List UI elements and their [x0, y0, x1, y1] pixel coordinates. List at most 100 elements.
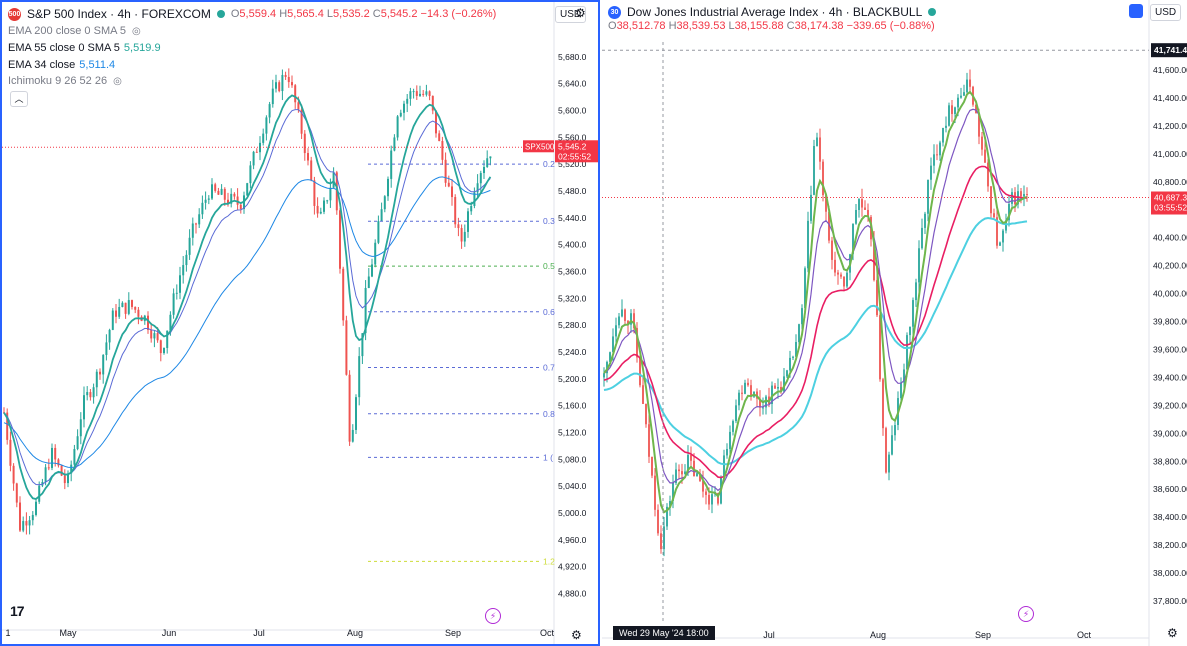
candle-body	[111, 310, 114, 330]
candle-body	[399, 112, 402, 117]
candle-body	[780, 386, 782, 392]
candle-body	[15, 483, 18, 503]
candle-body	[214, 184, 217, 191]
candle-body	[738, 392, 740, 406]
spx-settings-icon[interactable]: ⚙	[575, 6, 586, 20]
candle-body	[807, 220, 809, 269]
candle-body	[681, 471, 683, 475]
fib-level-label: 0.5	[543, 261, 555, 271]
candle-body	[44, 467, 47, 482]
candle-body	[963, 92, 965, 96]
eye-hidden-icon[interactable]: ◎	[132, 26, 141, 37]
candle-body	[70, 464, 73, 474]
eye-hidden-icon[interactable]: ◎	[113, 76, 122, 87]
candle-body	[454, 197, 457, 225]
price-axis-tick-label: 40,800.00	[1153, 177, 1187, 187]
candle-body	[801, 308, 803, 325]
candle-body	[633, 313, 635, 329]
candle-body	[867, 209, 869, 217]
candle-body	[708, 494, 710, 505]
candle-body	[67, 473, 69, 484]
dji-currency-button[interactable]: USD	[1150, 4, 1182, 21]
price-axis-tick-label: 5,200.0	[558, 374, 587, 384]
spx-chart-canvas[interactable]: 5,680.0 5,640.0 5,600.0 5,560.0 5,520.0 5,480…	[2, 2, 598, 644]
calendar-icon[interactable]	[1129, 4, 1143, 18]
candle-body	[86, 392, 89, 396]
dji-chart-pane[interactable]: 41,600.00 41,400.00 41,200.00 41,000.00 40,8…	[602, 0, 1187, 646]
last-price-tag-label: 40,687.3	[1154, 193, 1187, 203]
candle-body	[717, 493, 719, 504]
indicator-ema55[interactable]: EMA 55 close 0 SMA 5 5,519.9	[8, 42, 161, 54]
price-axis-tick-label: 5,160.0	[558, 401, 587, 411]
candle-body	[993, 213, 995, 218]
candle-body	[927, 179, 929, 214]
candle-body	[675, 469, 677, 484]
spx-currency-button[interactable]: USD	[555, 6, 587, 23]
dji-title[interactable]: Dow Jones Industrial Average Index · 4h …	[627, 5, 923, 19]
ema-green-line	[603, 90, 1028, 514]
time-axis-tick-label: Jul	[253, 628, 265, 638]
candle-body	[92, 387, 95, 398]
candle-body	[185, 254, 188, 266]
candle-body	[987, 162, 989, 187]
candle-body	[435, 110, 437, 134]
price-axis-tick-label: 38,600.00	[1153, 484, 1187, 494]
candle-body	[984, 149, 986, 163]
candle-body	[9, 439, 12, 466]
candle-body	[236, 196, 239, 205]
dji-axis-settings-icon[interactable]: ⚙	[1167, 626, 1178, 640]
price-axis-tick-label: 5,400.0	[558, 240, 587, 250]
candle-body	[172, 293, 175, 315]
indicator-ichimoku[interactable]: Ichimoku 9 26 52 26 ◎	[8, 75, 122, 87]
candle-body	[777, 386, 779, 389]
candle-body	[798, 324, 800, 343]
dji-chart-canvas[interactable]: 41,600.00 41,400.00 41,200.00 41,000.00 40,8…	[602, 0, 1187, 646]
time-axis-tick-label: Oct	[1077, 630, 1092, 640]
candle-body	[612, 336, 614, 353]
candle-body	[789, 357, 791, 371]
candle-body	[265, 117, 268, 134]
candle-body	[636, 328, 638, 358]
price-axis-tick-label: 5,040.0	[558, 481, 587, 491]
candle-body	[278, 82, 281, 92]
candle-body	[345, 320, 348, 375]
dji-symbol-icon: 30	[608, 5, 621, 19]
candle-body	[89, 392, 92, 398]
price-axis-tick-label: 40,400.00	[1153, 233, 1187, 243]
candle-body	[182, 265, 185, 276]
spx-alert-bolt-icon[interactable]: ⚡	[485, 608, 501, 624]
candle-body	[431, 95, 434, 111]
candle-body	[843, 276, 845, 287]
candle-body	[957, 97, 959, 108]
spx-axis-settings-icon[interactable]: ⚙	[571, 628, 582, 642]
candle-body	[463, 231, 466, 242]
indicator-ema34[interactable]: EMA 34 close 5,511.4	[8, 59, 116, 71]
tradingview-logo[interactable]: 17	[10, 603, 25, 619]
candle-body	[885, 428, 887, 473]
candle-body	[255, 151, 258, 153]
spx-change: −14.3 (−0.26%)	[420, 8, 497, 20]
candle-body	[12, 465, 15, 484]
candle-body	[744, 382, 746, 394]
price-axis-tick-label: 40,000.00	[1153, 289, 1187, 299]
spx-title[interactable]: S&P 500 Index · 4h · FOREXCOM	[27, 7, 211, 21]
candle-body	[159, 340, 162, 354]
collapse-legend-button[interactable]: ︿	[10, 91, 28, 107]
candle-body	[1011, 192, 1013, 204]
candle-body	[367, 276, 370, 288]
price-axis-tick-label: 41,600.00	[1153, 65, 1187, 75]
last-price-tag	[1151, 191, 1187, 215]
dji-alert-bolt-icon[interactable]: ⚡	[1018, 606, 1034, 622]
candle-body	[147, 315, 149, 330]
spx-chart-pane[interactable]: 5,680.0 5,640.0 5,600.0 5,560.0 5,520.0 5,480…	[0, 0, 600, 646]
candle-body	[310, 160, 313, 181]
spx-symbol-icon: 500	[8, 7, 21, 21]
candle-body	[284, 74, 287, 77]
time-axis-tick-label: 1	[5, 628, 10, 638]
candle-body	[954, 107, 956, 114]
candle-body	[207, 198, 210, 200]
indicator-ema200[interactable]: EMA 200 close 0 SMA 5 ◎	[8, 25, 141, 37]
candle-body	[651, 456, 653, 476]
candle-body	[220, 188, 223, 195]
candle-body	[687, 454, 689, 472]
